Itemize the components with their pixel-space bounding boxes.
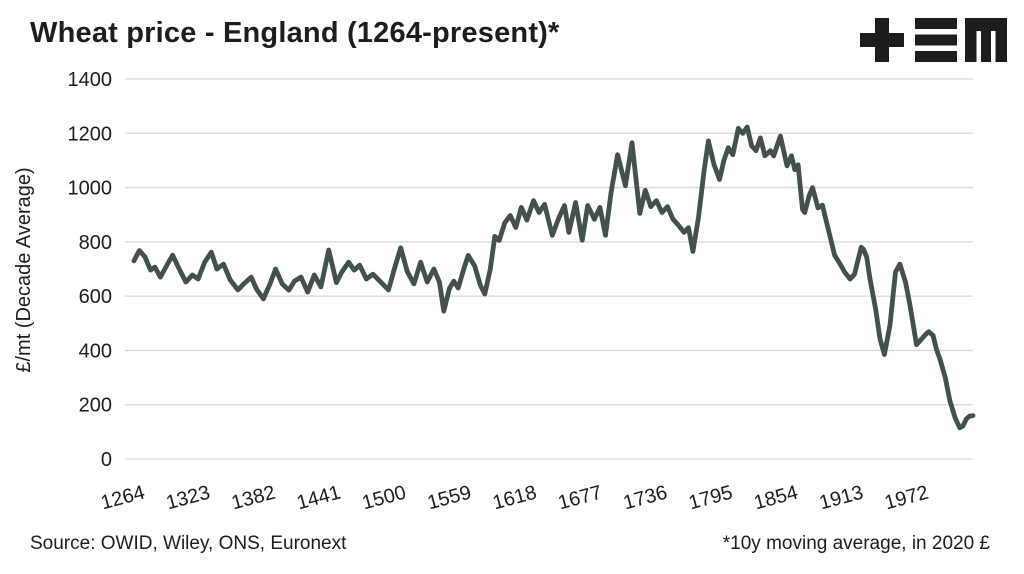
x-axis-tick-label: 1795 [686, 482, 735, 515]
x-axis-tick-label: 1736 [621, 482, 670, 515]
tem-logo [860, 18, 1007, 62]
plus-icon [860, 18, 904, 62]
x-axis-tick-label: 1618 [490, 482, 539, 515]
m-icon [965, 18, 1007, 62]
x-axis-tick-label: 1500 [360, 482, 409, 515]
x-axis-tick-label: 1382 [229, 482, 278, 515]
x-axis-tick-label: 1677 [556, 482, 605, 515]
source-note: Source: OWID, Wiley, ONS, Euronext [30, 533, 347, 554]
y-axis-tick-label: 400 [79, 340, 112, 362]
x-axis-tick-label: 1972 [882, 482, 931, 515]
page-title: Wheat price - England (1264-present)* [30, 17, 560, 49]
triple-bar-icon [915, 18, 957, 62]
x-axis-tick-label: 1323 [164, 482, 213, 515]
y-axis-tick-label: 0 [101, 449, 112, 471]
x-axis-tick-label: 1854 [752, 482, 801, 515]
y-axis-tick-label: 1000 [68, 178, 113, 200]
y-axis-tick-label: 1200 [68, 123, 113, 145]
price-line [131, 124, 976, 431]
footnote: *10y moving average, in 2020 £ [722, 533, 990, 554]
x-axis-tick-label: 1441 [294, 482, 343, 515]
y-axis-tick-label: 1400 [68, 69, 113, 91]
x-axis-tick-label: 1264 [98, 482, 147, 515]
x-axis-tick-label: 1559 [425, 482, 474, 515]
y-axis-tick-label: 200 [79, 395, 112, 417]
y-axis-tick-label: 600 [79, 286, 112, 308]
y-axis-title: £/mt (Decade Average) [13, 167, 35, 372]
x-axis-tick-label: 1913 [817, 482, 866, 515]
y-axis-tick-label: 800 [79, 232, 112, 254]
